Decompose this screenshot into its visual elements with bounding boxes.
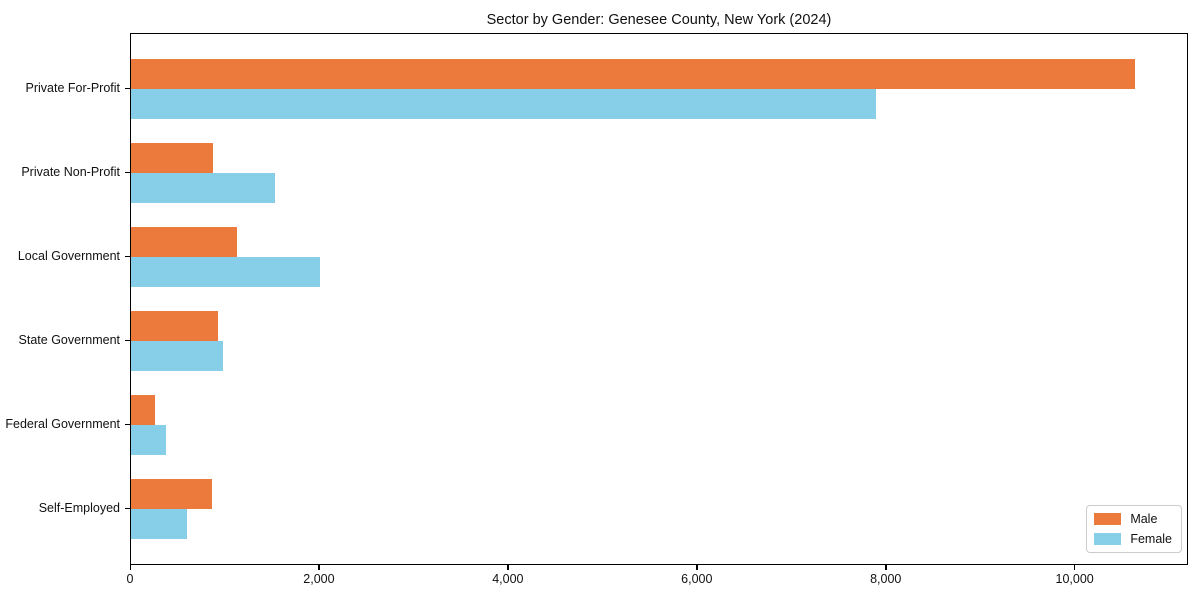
x-axis-tick-label-0: 0 — [126, 572, 134, 586]
x-axis-tick — [318, 565, 320, 570]
x-axis-tick-label-10-000: 10,000 — [1055, 572, 1094, 586]
y-axis-label-state-government: State Government — [18, 333, 120, 347]
x-axis-tick — [696, 565, 698, 570]
x-axis-tick-label-6-000: 6,000 — [681, 572, 713, 586]
legend-label-male: Male — [1130, 512, 1158, 526]
y-axis-label-private-non-profit: Private Non-Profit — [21, 165, 120, 179]
bar-male-self-employed — [131, 479, 213, 509]
x-axis-tick — [1074, 565, 1076, 570]
y-axis-tick — [125, 507, 130, 509]
x-axis-tick-label-4-000: 4,000 — [492, 572, 524, 586]
bar-female-local-government — [131, 257, 321, 287]
x-axis-tick — [129, 565, 131, 570]
legend: Male Female — [1086, 505, 1182, 553]
plot-area: Male Female — [130, 33, 1188, 565]
x-axis-tick — [885, 565, 887, 570]
legend-label-female: Female — [1130, 532, 1172, 546]
legend-entry-male: Male — [1094, 512, 1172, 526]
bar-female-private-non-profit — [131, 173, 275, 203]
y-axis-label-self-employed: Self-Employed — [38, 501, 120, 515]
bar-female-federal-government — [131, 425, 167, 455]
y-axis-tick — [125, 339, 130, 341]
y-axis-label-private-for-profit: Private For-Profit — [25, 81, 120, 95]
bar-male-federal-government — [131, 395, 155, 425]
y-axis-tick — [125, 423, 130, 425]
bar-female-state-government — [131, 341, 224, 371]
y-axis-tick — [125, 171, 130, 173]
x-axis-tick-label-2-000: 2,000 — [303, 572, 335, 586]
y-axis-tick — [125, 255, 130, 257]
chart-title: Sector by Gender: Genesee County, New Yo… — [486, 12, 832, 28]
y-axis-tick — [125, 87, 130, 89]
y-axis-label-federal-government: Federal Government — [5, 417, 120, 431]
legend-entry-female: Female — [1094, 532, 1172, 546]
female-color-swatch — [1094, 533, 1122, 545]
bar-female-self-employed — [131, 509, 188, 539]
bar-male-private-for-profit — [131, 59, 1136, 89]
y-axis-label-local-government: Local Government — [17, 249, 120, 263]
bar-male-private-non-profit — [131, 143, 214, 173]
x-axis-tick — [507, 565, 509, 570]
x-axis-tick-label-8-000: 8,000 — [870, 572, 902, 586]
bar-male-local-government — [131, 227, 238, 257]
bar-female-private-for-profit — [131, 89, 877, 119]
male-color-swatch — [1094, 513, 1122, 525]
bar-male-state-government — [131, 311, 219, 341]
